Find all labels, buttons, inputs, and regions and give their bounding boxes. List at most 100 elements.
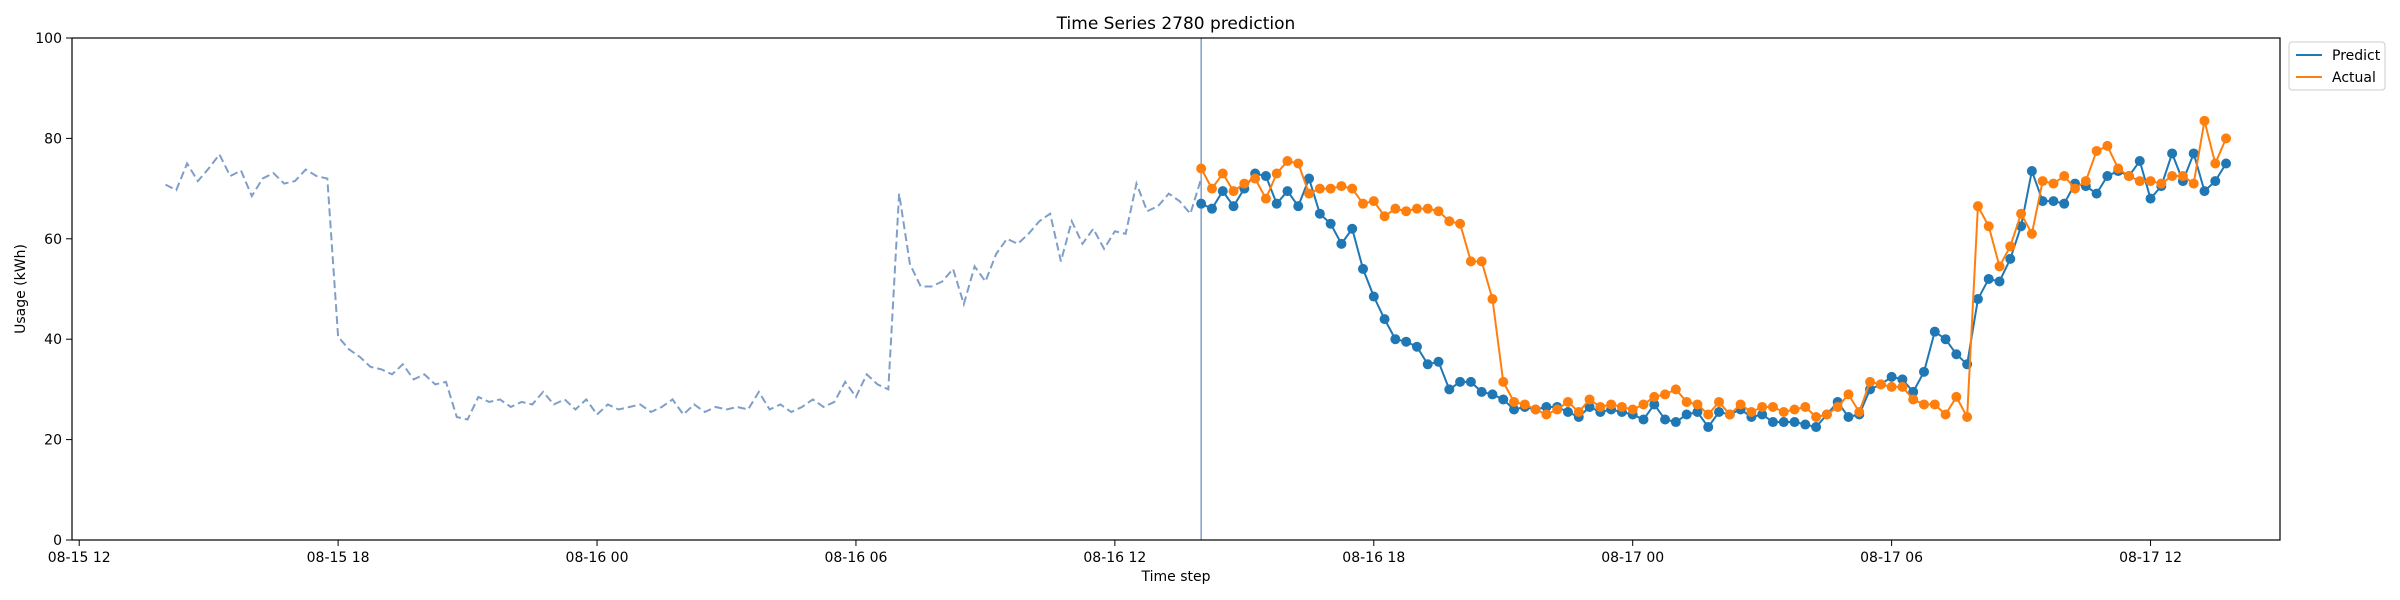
actual-point xyxy=(1757,401,1768,412)
predict-point xyxy=(1368,291,1379,302)
actual-point xyxy=(1940,409,1951,420)
actual-point xyxy=(1681,396,1692,407)
predict-point xyxy=(1304,173,1315,184)
x-tick-label: 08-17 12 xyxy=(2119,550,2182,566)
actual-point xyxy=(2188,178,2199,189)
actual-point xyxy=(1282,155,1293,166)
actual-point xyxy=(2123,171,2134,182)
actual-point xyxy=(2070,183,2081,194)
predict-point xyxy=(1638,414,1649,425)
predict-point xyxy=(1455,376,1466,387)
predict-point xyxy=(1498,394,1509,405)
actual-point xyxy=(1789,404,1800,415)
actual-point xyxy=(1972,201,1983,212)
predict-point xyxy=(1886,371,1897,382)
x-axis-label: Time step xyxy=(1141,569,1211,585)
predict-point xyxy=(2210,176,2221,187)
predict-point xyxy=(2102,171,2113,182)
actual-point xyxy=(1735,399,1746,410)
predict-point xyxy=(1444,384,1455,395)
predict-line xyxy=(1200,150,2227,429)
actual-point xyxy=(1411,203,1422,214)
actual-point xyxy=(1476,256,1487,267)
actual-point xyxy=(1573,406,1584,417)
actual-point xyxy=(1843,389,1854,400)
actual-point xyxy=(1983,221,1994,232)
predict-point xyxy=(1703,422,1714,433)
x-tick-label: 08-15 12 xyxy=(48,550,111,566)
actual-point xyxy=(1379,211,1390,222)
predict-point xyxy=(1206,203,1217,214)
actual-point xyxy=(1228,186,1239,197)
predict-point xyxy=(1390,334,1401,345)
actual-point xyxy=(1875,379,1886,390)
predict-point xyxy=(1929,326,1940,337)
predict-point xyxy=(1217,186,1228,197)
plot-frame xyxy=(71,37,2281,541)
actual-point xyxy=(1498,376,1509,387)
predict-point xyxy=(1972,294,1983,305)
actual-point xyxy=(2134,176,2145,187)
predict-point xyxy=(1196,198,1207,209)
predict-point xyxy=(1778,417,1789,428)
y-tick-label: 40 xyxy=(44,332,62,348)
actual-point xyxy=(1962,412,1973,423)
x-tick-label: 08-16 00 xyxy=(566,550,629,566)
actual-point xyxy=(1584,394,1595,405)
actual-point xyxy=(1196,163,1207,174)
predict-point xyxy=(2037,196,2048,207)
predict-point xyxy=(1465,376,1476,387)
actual-point xyxy=(1649,391,1660,402)
actual-point xyxy=(1832,401,1843,412)
y-tick-label: 0 xyxy=(53,533,62,549)
actual-point xyxy=(2005,241,2016,252)
actual-point xyxy=(1541,409,1552,420)
actual-point xyxy=(1638,399,1649,410)
predict-point xyxy=(1347,223,1358,234)
predict-point xyxy=(1670,417,1681,428)
predict-point xyxy=(1994,276,2005,287)
actual-point xyxy=(1595,401,1606,412)
predict-point xyxy=(2026,166,2037,177)
predict-point xyxy=(1843,412,1854,423)
actual-point xyxy=(1897,381,1908,392)
actual-point xyxy=(1390,203,1401,214)
actual-point xyxy=(2037,176,2048,187)
y-tick-label: 20 xyxy=(44,433,62,449)
y-axis: 0 20 40 60 80 100 xyxy=(35,31,72,549)
predict-point xyxy=(1541,401,1552,412)
predict-point xyxy=(1260,171,1271,182)
predict-point xyxy=(1681,409,1692,420)
actual-point xyxy=(2102,140,2113,151)
actual-point xyxy=(1347,183,1358,194)
predict-point xyxy=(1757,409,1768,420)
actual-point xyxy=(2091,145,2102,156)
actual-point xyxy=(1519,399,1530,410)
actual-point xyxy=(1401,206,1412,217)
predict-point xyxy=(1983,273,1994,284)
actual-point xyxy=(1509,396,1520,407)
chart-title: Time Series 2780 prediction xyxy=(1056,14,1296,34)
actual-point xyxy=(1304,188,1315,199)
predict-point xyxy=(1811,422,1822,433)
actual-point xyxy=(1606,399,1617,410)
plot-area xyxy=(165,38,2232,540)
actual-point xyxy=(1908,394,1919,405)
history-line xyxy=(165,152,1203,421)
predict-point xyxy=(1433,356,1444,367)
actual-point xyxy=(1703,409,1714,420)
predict-point xyxy=(2167,148,2178,159)
actual-point xyxy=(1530,404,1541,415)
predict-point xyxy=(1562,406,1573,417)
y-axis-label: Usage (kWh) xyxy=(13,244,29,334)
actual-point xyxy=(2026,228,2037,239)
actual-point xyxy=(1660,389,1671,400)
predict-point xyxy=(1692,406,1703,417)
actual-point xyxy=(1800,401,1811,412)
predict-point xyxy=(2048,196,2059,207)
actual-point xyxy=(1487,294,1498,305)
actual-point xyxy=(1422,203,1433,214)
actual-point xyxy=(1336,181,1347,192)
x-tick-label: 08-16 06 xyxy=(824,550,887,566)
